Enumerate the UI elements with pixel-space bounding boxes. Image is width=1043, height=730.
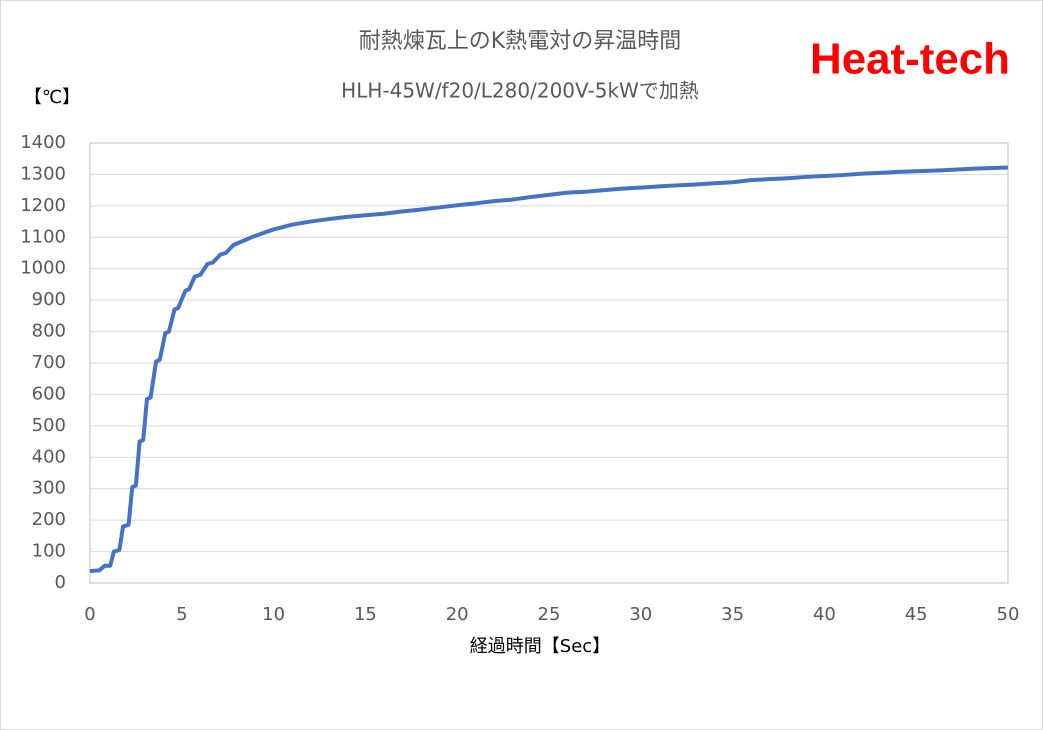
x-tick-label: 30: [629, 604, 652, 625]
chart-title: 耐熱煉瓦上のK熱電対の昇温時間: [359, 29, 681, 54]
x-tick-label: 20: [446, 604, 469, 625]
x-tick-label: 5: [176, 604, 187, 625]
y-tick-label: 100: [32, 541, 66, 562]
y-tick-label: 1400: [20, 132, 66, 153]
y-tick-label: 500: [32, 415, 66, 436]
y-tick-label: 1200: [20, 195, 66, 216]
x-tick-label: 0: [84, 604, 95, 625]
y-tick-label: 900: [32, 289, 66, 310]
x-tick-label: 10: [262, 604, 285, 625]
plot-area: [89, 142, 1009, 584]
x-tick-label: 40: [813, 604, 836, 625]
y-tick-label: 800: [32, 321, 66, 342]
x-tick-label: 45: [905, 604, 928, 625]
y-tick-label: 1300: [20, 163, 66, 184]
x-tick-label: 35: [721, 604, 744, 625]
x-tick-label: 15: [354, 604, 377, 625]
brand-logo: Heat-tech: [810, 35, 1010, 84]
y-tick-label: 700: [32, 352, 66, 373]
y-tick-label: 300: [32, 478, 66, 499]
x-axis-label: 経過時間【Sec】: [470, 636, 610, 657]
data-line: [89, 165, 1009, 574]
chart-subtitle: HLH-45W/f20/L280/200V-5kWで加熱: [341, 79, 699, 103]
y-tick-label: 1100: [20, 226, 66, 247]
y-tick-label: 200: [32, 509, 66, 530]
x-tick-label: 25: [538, 604, 561, 625]
x-tick-label: 50: [997, 604, 1020, 625]
y-axis-label: 【℃】: [24, 87, 80, 108]
y-tick-label: 400: [32, 446, 66, 467]
y-tick-label: 600: [32, 383, 66, 404]
y-tick-label: 0: [55, 572, 66, 593]
y-tick-label: 1000: [20, 258, 66, 279]
